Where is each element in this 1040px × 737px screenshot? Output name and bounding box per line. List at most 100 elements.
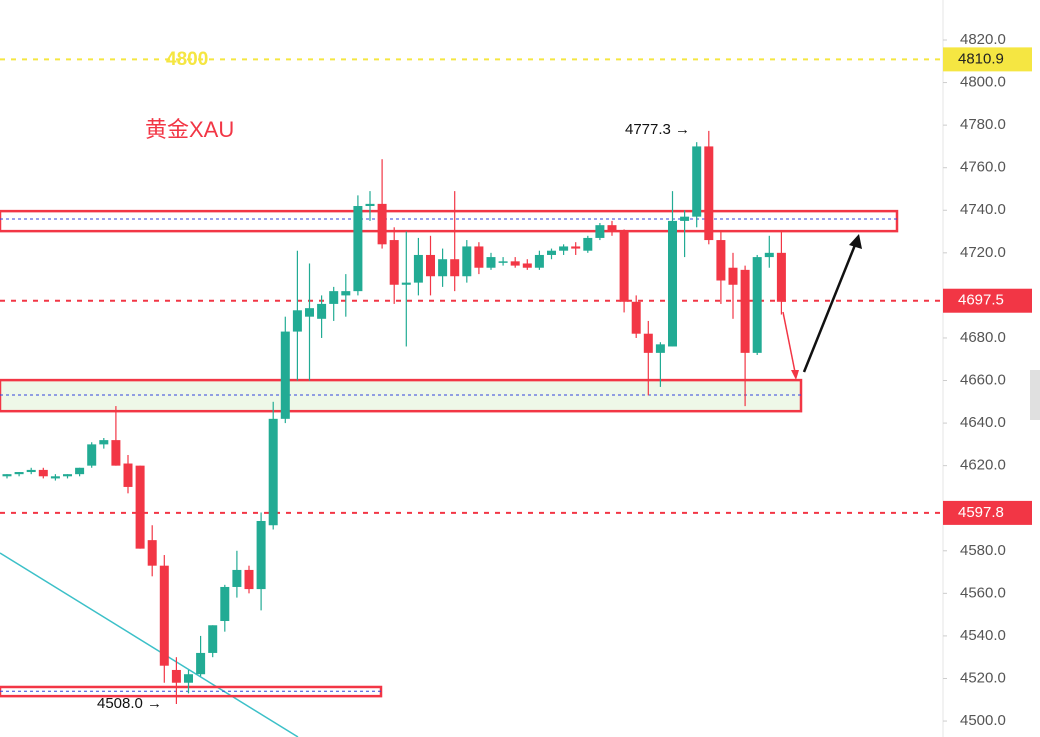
red-arrow-head — [791, 370, 799, 380]
candle-body — [692, 146, 702, 217]
candle-body — [643, 333, 653, 353]
candle-body — [87, 444, 97, 466]
candle-body — [111, 440, 121, 466]
candle-body — [220, 586, 230, 622]
price-tag — [943, 500, 1032, 525]
candle-body — [668, 220, 677, 347]
y-tick-label: 4740.0 — [960, 201, 1006, 218]
candle-body — [740, 269, 750, 353]
level-label: 4800 — [166, 49, 208, 70]
y-tick-label: 4820.0 — [960, 31, 1006, 48]
price-tag-label: 4697.5 — [958, 292, 1004, 309]
candle-body — [534, 254, 544, 268]
candle-body — [184, 674, 193, 683]
candle-body — [256, 520, 266, 590]
candle-body — [776, 252, 786, 302]
price-tag-label: 4597.8 — [958, 504, 1004, 521]
candle-body — [341, 291, 351, 296]
y-tick-label: 4800.0 — [960, 74, 1006, 91]
y-tick-label: 4620.0 — [960, 457, 1006, 474]
candle-body — [63, 474, 72, 477]
y-tick-label: 4760.0 — [960, 159, 1006, 176]
candle-body — [631, 301, 641, 334]
candle-body — [680, 216, 690, 221]
candle-body — [38, 469, 48, 477]
candle-body — [522, 263, 532, 268]
candle-body — [716, 240, 726, 281]
candle-body — [75, 467, 85, 475]
candle-body — [728, 267, 738, 285]
candle-body — [292, 310, 302, 332]
side-handle[interactable] — [1030, 370, 1040, 420]
candle-body — [764, 252, 774, 258]
candle-body — [752, 257, 762, 353]
candle-body — [280, 331, 290, 419]
black-arrow-head — [849, 234, 862, 249]
price-tag — [943, 47, 1032, 72]
candle-body — [377, 203, 387, 245]
candle-body — [135, 465, 145, 549]
low-label: 4508.0 → — [97, 695, 162, 712]
candle-body — [268, 418, 278, 526]
candle-body — [389, 240, 399, 285]
black-arrow — [802, 244, 857, 373]
candle-body — [401, 282, 411, 285]
y-tick-label: 4640.0 — [960, 414, 1006, 431]
candle-body — [26, 469, 36, 473]
y-tick-label: 4780.0 — [960, 116, 1006, 133]
zone — [0, 378, 803, 413]
candle-body — [438, 259, 448, 277]
candle-body — [607, 225, 617, 232]
candle-body — [305, 308, 314, 317]
candle-body — [595, 225, 605, 238]
candle-body — [365, 203, 375, 207]
y-tick-label: 4680.0 — [960, 329, 1006, 346]
candle-body — [208, 625, 218, 653]
zone — [0, 209, 899, 233]
y-tick-label: 4660.0 — [960, 371, 1006, 388]
candle-body — [159, 565, 169, 666]
price-tag-label: 4810.9 — [958, 50, 1004, 67]
trend-line — [0, 552, 299, 737]
candle-body — [462, 246, 472, 277]
candle-body — [232, 569, 242, 587]
candle-body — [171, 669, 181, 683]
y-tick-label: 4560.0 — [960, 584, 1006, 601]
candle-body — [317, 303, 327, 319]
y-tick-label: 4520.0 — [960, 669, 1006, 686]
candle-body — [655, 344, 665, 353]
candle-body — [2, 474, 12, 477]
candle-body — [486, 257, 496, 268]
candle-body — [50, 476, 60, 479]
y-tick-label: 4540.0 — [960, 627, 1006, 644]
y-tick-label: 4500.0 — [960, 712, 1006, 729]
candle-body — [14, 472, 24, 475]
candle-body — [547, 250, 556, 255]
y-tick-label: 4580.0 — [960, 542, 1006, 559]
red-arrow — [782, 311, 796, 373]
chart-title: 黄金XAU — [145, 117, 234, 142]
candle-body — [619, 231, 629, 302]
plot-area: 4500.04520.04540.04560.04580.04600.04620… — [0, 31, 1032, 729]
candle-body — [704, 146, 714, 241]
candle-body — [329, 291, 339, 304]
candle-body — [196, 652, 206, 675]
candle-body — [99, 440, 109, 445]
candle-body — [147, 540, 157, 566]
price-tag — [943, 288, 1032, 313]
candle-body — [244, 569, 254, 590]
candle-body — [353, 206, 363, 292]
candle-body — [450, 259, 460, 277]
candle-body — [498, 261, 508, 263]
high-label: 4777.3 → — [625, 121, 690, 138]
candle-body — [571, 246, 581, 249]
candle-body — [510, 261, 520, 266]
candle-body — [474, 246, 484, 268]
candle-body — [583, 237, 593, 251]
candle-body — [123, 463, 133, 487]
candle-body — [559, 246, 569, 251]
candle-body — [426, 254, 435, 277]
candle-body — [413, 254, 423, 283]
